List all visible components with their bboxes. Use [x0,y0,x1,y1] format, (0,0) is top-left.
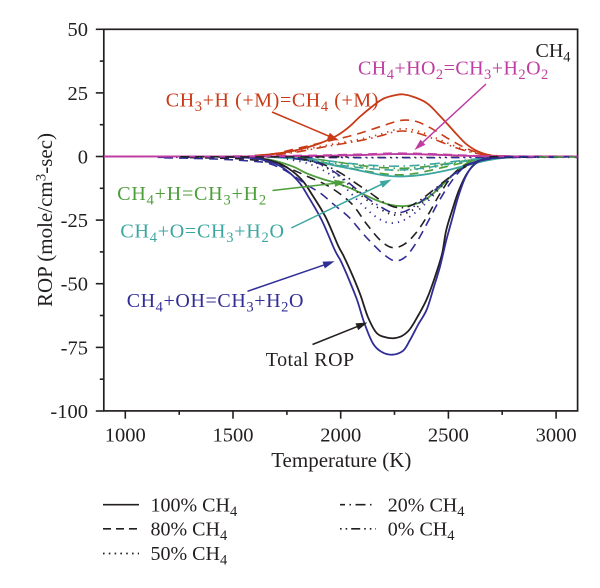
svg-text:ROP (mole/cm3-sec): ROP (mole/cm3-sec) [33,133,57,307]
svg-text:50: 50 [68,19,89,41]
svg-text:CH4​+H=CH3​+H2​: CH4​+H=CH3​+H2​ [117,183,267,209]
svg-text:CH4​+O=CH3​+H2​O: CH4​+O=CH3​+H2​O [120,221,284,247]
svg-text:1500: 1500 [213,425,254,447]
svg-text:25: 25 [68,83,89,105]
svg-text:3000: 3000 [536,425,577,447]
svg-text:-100: -100 [50,401,88,423]
svg-text:Total ROP: Total ROP [266,349,355,371]
svg-text:80% CH4​: 80% CH4​ [151,518,228,544]
svg-text:CH4​+OH=CH3​+H2​O: CH4​+OH=CH3​+H2​O [127,290,304,316]
svg-text:-75: -75 [61,337,88,359]
svg-text:Temperature (K): Temperature (K) [271,448,411,472]
svg-text:20% CH4​: 20% CH4​ [388,494,465,520]
svg-text:2000: 2000 [320,425,361,447]
svg-text:0% CH4​: 0% CH4​ [388,518,455,544]
svg-text:1000: 1000 [105,425,146,447]
svg-text:2500: 2500 [428,425,469,447]
svg-text:100% CH4​: 100% CH4​ [151,494,238,520]
svg-text:-25: -25 [61,210,88,232]
svg-text:-50: -50 [61,274,88,296]
svg-text:50% CH4​: 50% CH4​ [151,543,228,569]
svg-text:0: 0 [78,146,88,168]
